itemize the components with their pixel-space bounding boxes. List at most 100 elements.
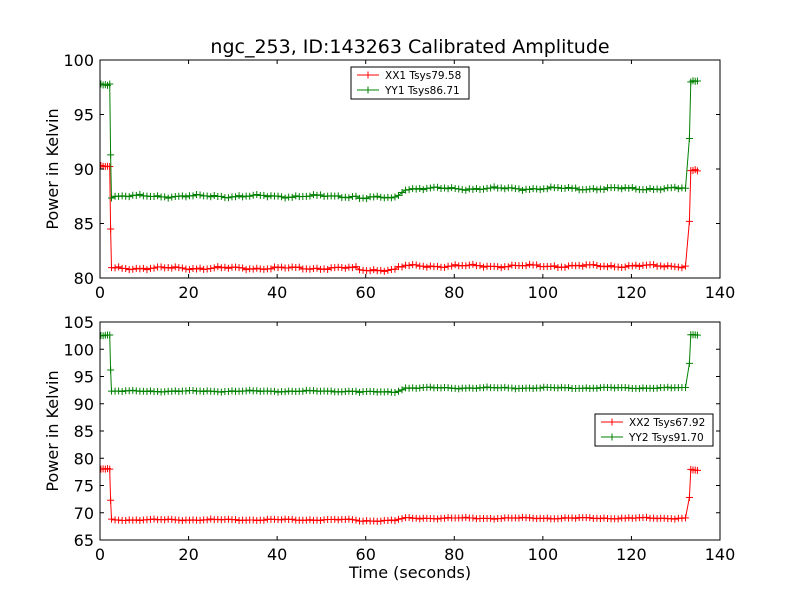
data-point-marker: [309, 387, 317, 395]
y-tick-label: 75: [74, 477, 94, 496]
data-point-marker: [441, 514, 449, 522]
data-point-marker: [426, 262, 434, 270]
data-point-marker: [671, 183, 679, 191]
data-point-marker: [224, 264, 232, 272]
data-point-marker: [653, 384, 661, 392]
data-point-marker: [472, 384, 480, 392]
data-point-marker: [143, 266, 151, 274]
data-point-marker: [607, 262, 615, 270]
x-tick-label: 80: [444, 283, 464, 302]
data-point-marker: [405, 186, 413, 194]
data-point-marker: [327, 387, 335, 395]
data-point-marker: [161, 516, 169, 524]
data-point-marker: [586, 514, 594, 522]
data-point-marker: [348, 516, 356, 524]
data-point-marker: [106, 465, 114, 473]
data-point-marker: [175, 516, 183, 524]
data-point-marker: [164, 194, 172, 202]
data-point-marker: [650, 261, 658, 269]
data-point-marker: [182, 265, 190, 273]
data-point-marker: [161, 193, 169, 201]
data-point-marker: [391, 265, 399, 273]
data-point-marker: [317, 516, 325, 524]
x-tick-label: 40: [267, 545, 287, 564]
data-point-marker: [451, 184, 459, 192]
data-point-marker: [324, 266, 332, 274]
x-tick-label: 40: [267, 283, 287, 302]
data-point-marker: [232, 516, 240, 524]
data-point-marker: [685, 359, 693, 367]
data-point-marker: [653, 185, 661, 193]
y-axis-label: Power in Kelvin: [43, 108, 62, 229]
data-point-marker: [200, 388, 208, 396]
data-point-marker: [270, 263, 278, 271]
data-point-marker: [136, 265, 144, 273]
data-point-marker: [582, 186, 590, 194]
data-point-marker: [501, 185, 509, 193]
data-point-marker: [217, 388, 225, 396]
data-point-marker: [150, 192, 158, 200]
y-tick-label: 90: [74, 160, 94, 179]
data-point-marker: [203, 192, 211, 200]
data-point-marker: [352, 192, 360, 200]
data-point-marker: [320, 265, 328, 273]
data-point-marker: [352, 387, 360, 395]
data-point-marker: [405, 262, 413, 270]
data-point-marker: [536, 186, 544, 194]
data-point-marker: [246, 386, 254, 394]
data-point-marker: [210, 192, 218, 200]
data-point-marker: [292, 192, 300, 200]
data-point-marker: [614, 184, 622, 192]
data-point-marker: [565, 184, 573, 192]
data-point-marker: [224, 194, 232, 202]
data-point-marker: [604, 263, 612, 271]
data-point-marker: [693, 77, 701, 85]
legend-label: YY1 Tsys86.71: [384, 85, 460, 97]
legend: XX2 Tsys67.92 YY2 Tsys91.70: [594, 413, 714, 447]
data-point-marker: [171, 263, 179, 271]
data-point-marker: [242, 266, 250, 274]
data-point-marker: [306, 265, 314, 273]
data-point-marker: [472, 184, 480, 192]
data-point-marker: [370, 266, 378, 274]
data-point-marker: [278, 193, 286, 201]
data-point-marker: [657, 186, 665, 194]
data-point-marker: [178, 517, 186, 525]
data-point-marker: [614, 515, 622, 523]
data-point-marker: [625, 184, 633, 192]
data-point-marker: [451, 261, 459, 269]
data-point-marker: [433, 183, 441, 191]
data-point-marker: [306, 192, 314, 200]
data-point-marker: [664, 262, 672, 270]
data-point-marker: [469, 185, 477, 193]
data-point-marker: [394, 191, 402, 199]
data-point-marker: [554, 384, 562, 392]
data-point-marker: [490, 183, 498, 191]
data-point-marker: [366, 267, 374, 275]
data-point-marker: [533, 185, 541, 193]
data-point-marker: [543, 185, 551, 193]
data-point-marker: [196, 264, 204, 272]
data-point-marker: [462, 513, 470, 521]
data-point-marker: [107, 225, 115, 233]
data-point-marker: [394, 387, 402, 395]
data-point-marker: [161, 388, 169, 396]
legend-marker: [608, 433, 616, 441]
data-point-marker: [256, 265, 264, 273]
data-point-marker: [593, 262, 601, 270]
data-point-marker: [671, 515, 679, 523]
data-point-marker: [359, 517, 367, 525]
x-tick-label: 140: [705, 545, 736, 564]
data-point-marker: [458, 186, 466, 194]
data-point-marker: [508, 184, 516, 192]
data-point-marker: [380, 267, 388, 275]
data-point-marker: [232, 193, 240, 201]
data-point-marker: [611, 384, 619, 392]
data-point-marker: [107, 366, 115, 374]
data-point-marker: [625, 384, 633, 392]
data-point-marker: [207, 193, 215, 201]
data-point-marker: [469, 514, 477, 522]
data-point-marker: [214, 263, 222, 271]
data-point-marker: [306, 516, 314, 524]
